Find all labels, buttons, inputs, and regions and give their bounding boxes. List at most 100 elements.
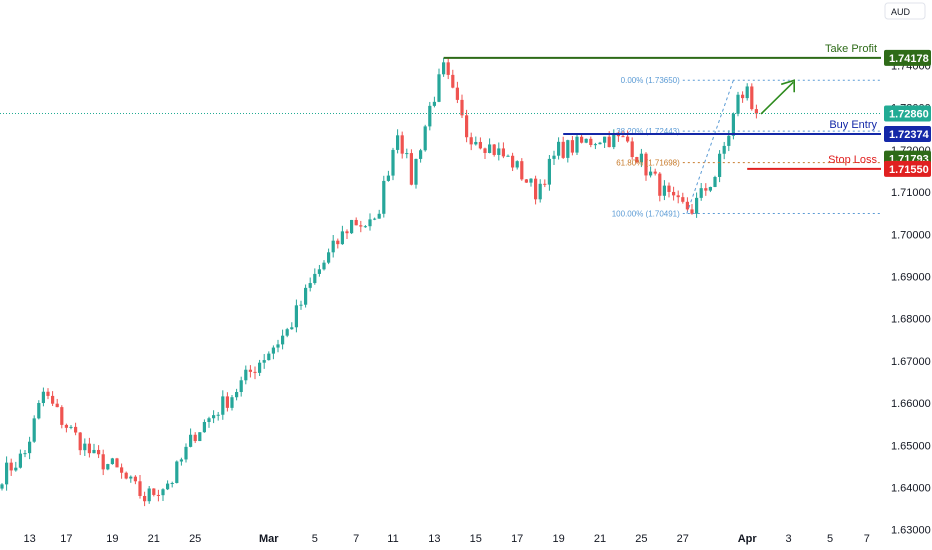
candle — [630, 137, 634, 160]
candle — [336, 238, 340, 249]
candle-body — [718, 153, 722, 177]
candle — [373, 217, 377, 221]
candle-body — [382, 180, 386, 214]
candle-body — [363, 226, 367, 228]
candle — [497, 142, 501, 161]
candle — [244, 365, 248, 385]
candle-body — [543, 183, 547, 185]
candle-body — [212, 415, 216, 419]
candle — [327, 248, 331, 265]
candle-body — [465, 115, 469, 138]
candle-body — [621, 136, 625, 138]
candle — [5, 456, 9, 491]
candle-body — [115, 458, 119, 468]
candle — [276, 339, 280, 353]
candle-body — [722, 145, 726, 154]
candle — [446, 57, 450, 80]
candle-body — [18, 453, 22, 468]
candle-body — [690, 209, 694, 214]
candle-body — [681, 197, 685, 202]
candle — [626, 130, 630, 143]
candle — [745, 83, 749, 101]
candle — [212, 410, 216, 424]
candle — [28, 436, 32, 460]
candle-body — [97, 449, 101, 455]
candle — [313, 268, 317, 285]
candle — [437, 68, 441, 103]
time-tick-label: 13 — [428, 533, 440, 545]
time-axis[interactable]: 13 17 19 21 25 Mar 5 7 11 13 15 17 19 21 25 27 Apr 3 5 7 — [23, 533, 869, 545]
stop-loss-label: Stop Loss — [828, 154, 877, 166]
currency-box[interactable] — [884, 2, 926, 20]
candle — [299, 300, 303, 310]
time-tick-label: 15 — [470, 533, 482, 545]
candle-body — [437, 74, 441, 102]
candle — [170, 481, 174, 488]
candle-body — [598, 142, 602, 145]
time-tick-label: 25 — [635, 533, 647, 545]
price-axis[interactable]: 1.740001.730001.720001.710001.700001.690… — [884, 2, 931, 537]
candle — [639, 148, 643, 168]
candle-body — [87, 443, 91, 454]
candle — [718, 150, 722, 183]
candle — [55, 398, 59, 408]
candle-body — [336, 240, 340, 245]
candle — [382, 175, 386, 218]
candle — [92, 443, 96, 454]
time-tick-label: 19 — [552, 533, 564, 545]
candle-body — [271, 347, 275, 354]
candle — [198, 432, 202, 442]
candle — [451, 69, 455, 89]
candle — [506, 154, 510, 157]
candle — [465, 109, 469, 143]
candle — [216, 411, 220, 421]
candle — [570, 136, 574, 156]
candle — [101, 449, 105, 476]
candle-body — [704, 188, 708, 191]
price-tick-label: 1.66000 — [891, 398, 931, 410]
candle-body — [37, 403, 41, 419]
candle-body — [699, 188, 703, 198]
candle — [575, 133, 579, 156]
candle-body — [524, 179, 528, 183]
candle — [0, 483, 4, 491]
candle — [262, 354, 266, 369]
candle — [676, 190, 680, 204]
candle — [460, 94, 464, 119]
candle-body — [129, 476, 133, 479]
candle-body — [580, 136, 584, 143]
candle-body — [152, 488, 156, 495]
candle-body — [198, 432, 202, 442]
candle — [635, 156, 639, 164]
candle — [428, 101, 432, 131]
buy-entry-badge — [884, 126, 931, 143]
candle — [281, 329, 285, 350]
candle-body — [253, 371, 257, 373]
candle-body — [639, 153, 643, 163]
time-tick-label: 3 — [786, 533, 792, 545]
time-tick-label: 11 — [387, 533, 398, 545]
fib-level-label: 38.20% (1.72443) — [616, 127, 680, 136]
candle-body — [345, 231, 349, 234]
candle-body — [731, 113, 735, 136]
candle-body — [331, 240, 335, 253]
candle-body — [193, 434, 197, 442]
candle — [304, 284, 308, 308]
candles-layer — [0, 57, 758, 507]
candle-body — [474, 141, 478, 145]
candle-body — [483, 148, 487, 153]
candle — [37, 400, 41, 420]
candle — [432, 96, 436, 108]
candle-body — [285, 329, 289, 336]
candle-body — [294, 305, 298, 328]
take-profit-label: Take Profit — [825, 43, 877, 55]
candle — [561, 136, 565, 159]
candle-body — [179, 459, 183, 462]
candle-body — [736, 94, 740, 114]
buy-entry-label: Buy Entry — [829, 119, 877, 131]
candle-body — [428, 105, 432, 127]
candle-body — [754, 109, 758, 114]
candle-body — [750, 86, 754, 110]
